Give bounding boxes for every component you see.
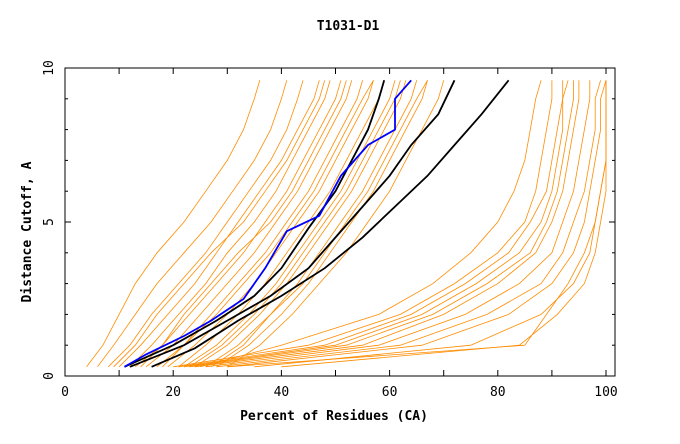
model-series-line <box>178 80 385 368</box>
y-tick-label: 5 <box>42 218 57 226</box>
model-series-line <box>183 80 396 368</box>
x-tick-label: 40 <box>274 385 290 400</box>
model-series-line <box>227 80 607 368</box>
model-series-line <box>205 80 591 368</box>
model-series-line <box>189 80 574 368</box>
model-series-line <box>216 80 601 368</box>
model-series-line <box>227 80 445 368</box>
model-series-line <box>227 80 607 368</box>
model-series-line <box>135 80 347 368</box>
x-tick-label: 20 <box>165 385 181 400</box>
series-layer <box>86 79 607 368</box>
model-series-line <box>189 80 401 368</box>
model-series-line <box>145 80 353 368</box>
model-series-line <box>108 80 304 368</box>
chart-title: T1031-D1 <box>317 19 380 34</box>
model-series-line <box>216 80 428 368</box>
model-series-line <box>194 80 580 368</box>
highlight-series-line-black <box>129 79 456 368</box>
model-series-line <box>200 80 542 368</box>
model-series-line <box>205 80 418 368</box>
y-tick-label: 10 <box>42 60 57 76</box>
x-axis-label: Percent of Residues (CA) <box>240 409 428 424</box>
model-series-line <box>97 80 288 368</box>
model-series-line <box>173 80 553 368</box>
model-series-line <box>162 80 374 368</box>
model-series-line <box>140 80 342 368</box>
x-tick-label: 100 <box>594 385 617 400</box>
model-series-line <box>281 80 607 368</box>
model-series-line <box>86 80 261 368</box>
y-axis-label: Distance Cutoff, A <box>20 161 35 302</box>
highlight-series-line-black <box>124 80 386 368</box>
model-series-line <box>183 80 569 368</box>
model-series-line <box>178 80 564 368</box>
model-series-line <box>113 80 326 368</box>
model-series-line <box>210 80 428 368</box>
highlight-series-line-black <box>151 79 510 368</box>
x-tick-label: 0 <box>61 385 69 400</box>
axis-ticks: 0 20 40 60 80 100 0 5 10 <box>42 60 618 400</box>
model-series-line <box>118 80 320 368</box>
model-series-line <box>167 80 374 368</box>
model-series-line <box>194 80 407 368</box>
x-tick-label: 60 <box>382 385 398 400</box>
plot-frame <box>64 67 616 377</box>
model-series-line <box>156 80 363 368</box>
y-tick-label: 0 <box>42 372 57 380</box>
highlight-series-line-blue <box>124 79 412 368</box>
model-series-line <box>129 80 331 368</box>
x-tick-label: 80 <box>490 385 506 400</box>
